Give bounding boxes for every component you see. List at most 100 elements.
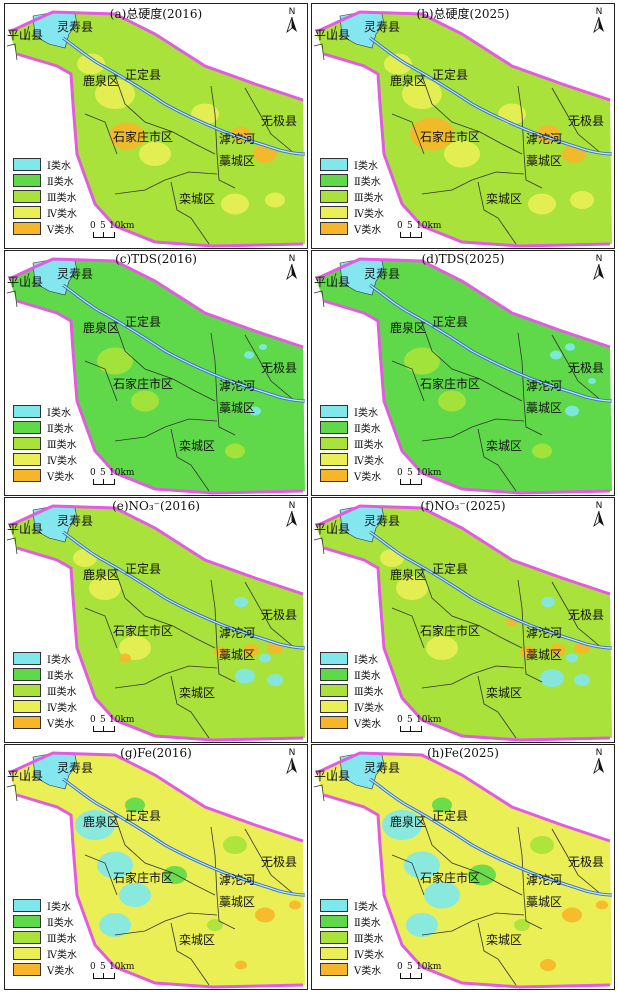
study-area <box>9 259 305 493</box>
label-gaocheng: 藁城区 <box>219 154 256 168</box>
quality-patch <box>596 900 608 910</box>
legend-swatch-5 <box>320 221 348 235</box>
quality-patch <box>565 343 575 351</box>
label-shijiazhuang: 石家庄市区 <box>420 377 481 391</box>
legend-label-4: Ⅳ类水 <box>47 702 77 714</box>
study-area <box>9 753 305 987</box>
quality-patch <box>444 140 480 168</box>
label-zhengding: 正定县 <box>432 315 469 329</box>
legend-item: Ⅰ类水 <box>13 897 77 913</box>
north-label: N <box>595 748 603 758</box>
legend-swatch-1 <box>13 404 41 418</box>
legend-swatch-5 <box>13 221 41 235</box>
legend-swatch-3 <box>320 683 348 697</box>
legend-swatch-1 <box>320 404 348 418</box>
map-canvas <box>6 504 306 742</box>
legend-label-2: Ⅱ类水 <box>354 917 381 929</box>
legend-label-4: Ⅳ类水 <box>47 208 77 220</box>
quality-patch <box>253 145 277 163</box>
legend-label-1: Ⅰ类水 <box>47 160 71 172</box>
legend-item: Ⅳ类水 <box>13 945 77 961</box>
legend-swatch-4 <box>13 699 41 713</box>
map-canvas <box>313 504 613 742</box>
scale-label-10: 10km <box>109 715 135 725</box>
legend-swatch-2 <box>320 914 348 928</box>
study-area <box>316 259 612 493</box>
quality-patch <box>73 549 97 567</box>
label-luquan: 鹿泉区 <box>390 74 427 88</box>
legend-label-4: Ⅳ类水 <box>354 702 384 714</box>
north-arrow-icon <box>286 16 297 34</box>
legend-label-4: Ⅳ类水 <box>354 455 384 467</box>
label-wuji: 无极县 <box>568 855 605 869</box>
legend-label-5: Ⅴ类水 <box>47 718 75 730</box>
north-arrow: N <box>285 8 299 34</box>
label-luancheng: 栾城区 <box>179 192 216 206</box>
legend-label-2: Ⅱ类水 <box>354 670 381 682</box>
quality-patch <box>541 596 555 608</box>
legend-label-4: Ⅳ类水 <box>47 455 77 467</box>
label-zhengding: 正定县 <box>432 68 469 82</box>
hutuo-river-inner <box>62 37 306 155</box>
legend-swatch-3 <box>320 189 348 203</box>
quality-patches <box>404 343 596 459</box>
quality-patch <box>404 347 440 375</box>
scale-label-5: 5 <box>100 962 106 972</box>
map-panel-7: (g)Fe(2016) N 平山县 灵寿县 正定县 鹿泉区 无极县 石家庄市区 … <box>4 744 308 990</box>
north-arrow-icon <box>593 510 604 528</box>
label-shijiazhuang: 石家庄市区 <box>113 871 174 885</box>
legend-label-1: Ⅰ类水 <box>354 160 378 172</box>
quality-patch <box>259 653 271 663</box>
legend-swatch-2 <box>320 667 348 681</box>
legend-item: Ⅴ类水 <box>320 220 384 236</box>
legend-swatch-2 <box>13 914 41 928</box>
legend-label-2: Ⅱ类水 <box>354 176 381 188</box>
scale-bar: 0 5 10km <box>397 221 444 238</box>
legend-label-3: Ⅲ类水 <box>354 933 384 945</box>
county-boundary <box>315 751 611 989</box>
map-canvas <box>6 257 306 495</box>
pingshan-road <box>6 272 30 308</box>
legend-swatch-5 <box>320 715 348 729</box>
label-hutuo: 滹沱河 <box>219 379 256 393</box>
county-boundary <box>315 504 611 742</box>
quality-patch <box>402 79 442 109</box>
north-arrow: N <box>285 255 299 281</box>
scale-label-5: 5 <box>100 221 106 231</box>
quality-patch <box>235 960 247 970</box>
scale-bar: 0 5 10km <box>397 962 444 979</box>
pingshan-road <box>313 519 337 555</box>
quality-patch <box>468 864 496 886</box>
legend-swatch-1 <box>320 898 348 912</box>
label-pingshan: 平山县 <box>7 522 44 536</box>
legend-swatch-1 <box>13 898 41 912</box>
legend-item: Ⅰ类水 <box>320 403 384 419</box>
pingshan-road <box>313 272 337 308</box>
county-boundary <box>315 10 611 248</box>
label-luquan: 鹿泉区 <box>83 74 120 88</box>
district-boundaries <box>391 810 603 986</box>
legend-item: Ⅳ类水 <box>13 451 77 467</box>
quality-patches <box>75 797 301 970</box>
quality-patch <box>566 653 578 663</box>
label-luquan: 鹿泉区 <box>83 815 120 829</box>
scale-label-5: 5 <box>407 962 413 972</box>
quality-patch <box>244 351 254 359</box>
quality-patch <box>528 193 556 215</box>
label-luquan: 鹿泉区 <box>390 568 427 582</box>
quality-patch <box>109 122 145 150</box>
quality-patch <box>396 576 428 600</box>
north-arrow: N <box>592 749 606 775</box>
legend-item: Ⅴ类水 <box>13 714 77 730</box>
pingshan-road <box>6 766 30 802</box>
legend-item: Ⅰ类水 <box>13 156 77 172</box>
label-pingshan: 平山县 <box>7 28 44 42</box>
quality-patch <box>223 836 247 854</box>
label-lingshou: 灵寿县 <box>364 761 401 775</box>
label-luquan: 鹿泉区 <box>390 321 427 335</box>
north-arrow-icon <box>593 757 604 775</box>
label-shijiazhuang: 石家庄市区 <box>113 377 174 391</box>
label-luancheng: 栾城区 <box>179 686 216 700</box>
legend-label-2: Ⅱ类水 <box>354 423 381 435</box>
north-label: N <box>288 7 296 17</box>
